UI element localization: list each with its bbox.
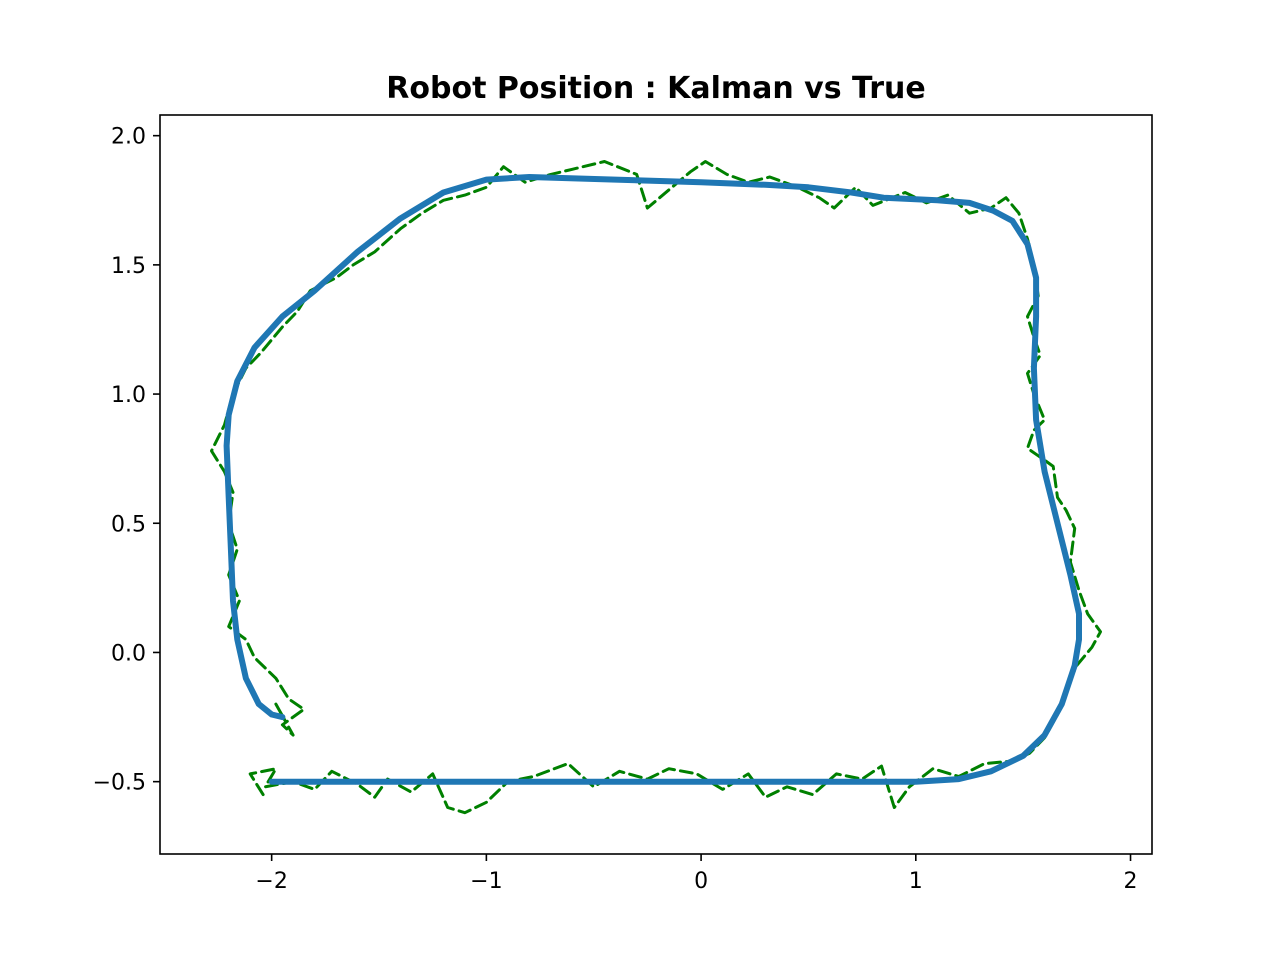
y-tick-label: −0.5 (93, 771, 146, 796)
series-line-solid (223, 174, 1082, 785)
y-axis: −0.5 0.0 0.5 1.0 1.5 2.0 (93, 125, 160, 796)
chart-title: Robot Position : Kalman vs True (386, 71, 925, 106)
x-axis: −2 −1 0 1 2 (255, 854, 1138, 894)
x-tick-label: 0 (694, 869, 708, 894)
x-tick-label: 1 (909, 869, 923, 894)
y-tick-label: 1.5 (111, 254, 146, 279)
y-tick-label: 1.0 (111, 383, 146, 408)
axes-frame (159, 114, 1153, 855)
y-tick-label: 0.0 (111, 641, 146, 666)
x-tick-label: −2 (255, 869, 287, 894)
y-tick-label: 0.5 (111, 512, 146, 537)
x-tick-label: 2 (1124, 869, 1138, 894)
x-tick-label: −1 (470, 869, 502, 894)
series-line-dashed (210, 160, 1102, 815)
y-tick-label: 2.0 (111, 125, 146, 150)
plot-area (210, 160, 1102, 815)
